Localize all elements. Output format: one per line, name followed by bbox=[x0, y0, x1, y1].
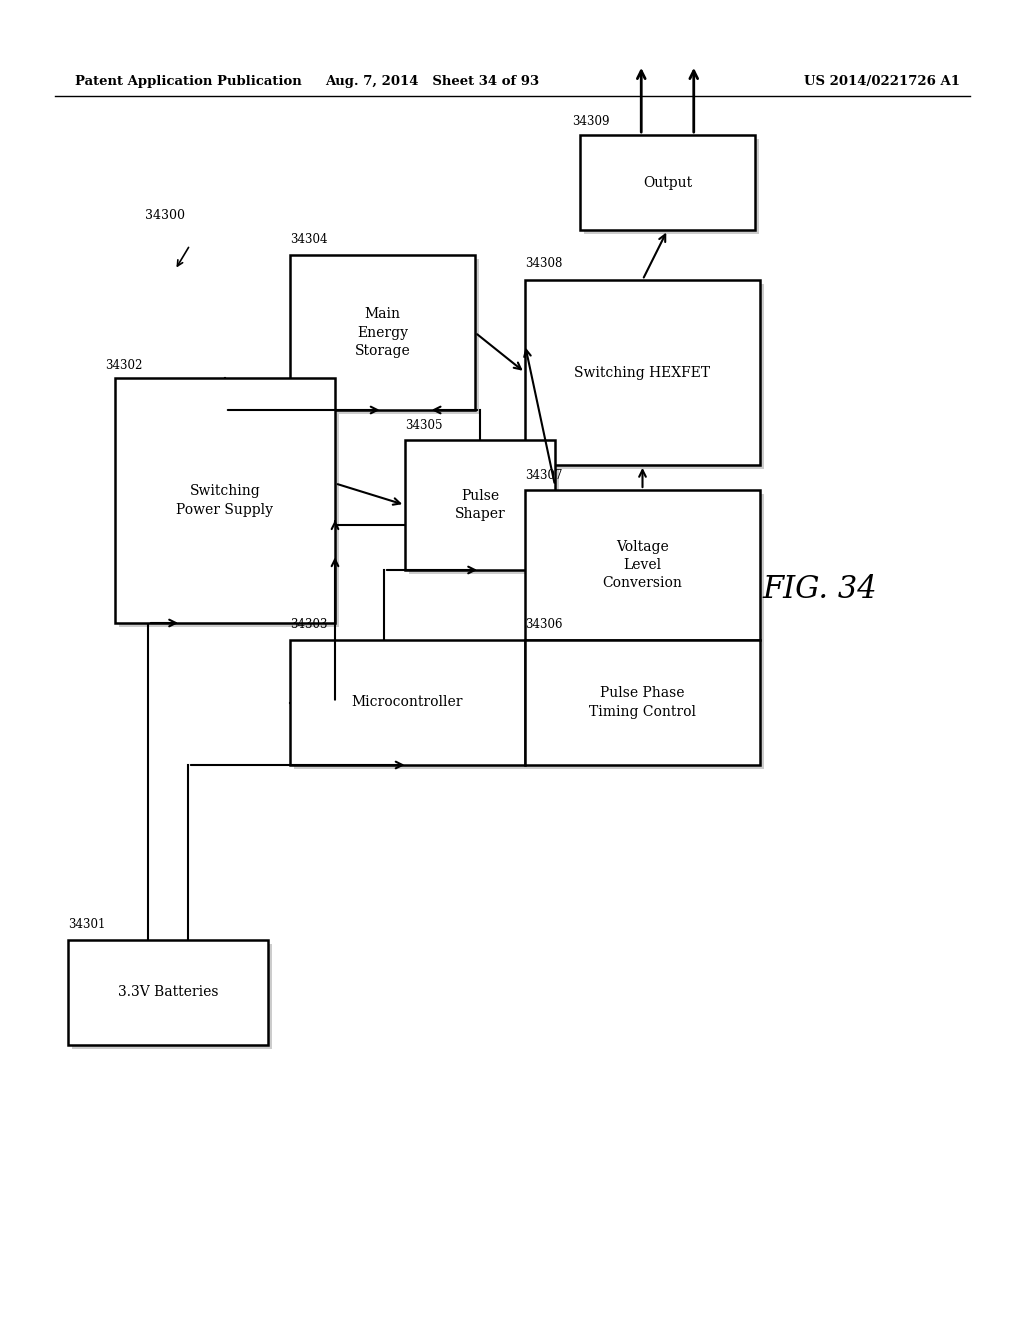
Text: Aug. 7, 2014   Sheet 34 of 93: Aug. 7, 2014 Sheet 34 of 93 bbox=[325, 75, 539, 88]
Text: Voltage
Level
Conversion: Voltage Level Conversion bbox=[602, 540, 682, 590]
Text: Main
Energy
Storage: Main Energy Storage bbox=[354, 308, 411, 358]
Bar bbox=[409, 444, 559, 574]
Bar bbox=[584, 139, 759, 234]
Bar bbox=[529, 284, 764, 469]
Bar bbox=[525, 490, 760, 640]
Text: 34303: 34303 bbox=[290, 618, 328, 631]
Text: 34309: 34309 bbox=[572, 115, 609, 128]
Bar bbox=[525, 640, 760, 766]
Text: Pulse Phase
Timing Control: Pulse Phase Timing Control bbox=[589, 686, 696, 718]
Bar bbox=[529, 644, 764, 770]
Text: Switching HEXFET: Switching HEXFET bbox=[574, 366, 711, 380]
Bar bbox=[294, 259, 479, 414]
Text: 34306: 34306 bbox=[525, 618, 562, 631]
Bar bbox=[68, 940, 268, 1045]
Bar bbox=[580, 135, 755, 230]
Text: 34300: 34300 bbox=[145, 209, 185, 222]
Text: Switching
Power Supply: Switching Power Supply bbox=[176, 484, 273, 516]
Text: 34302: 34302 bbox=[105, 359, 142, 372]
Text: 34301: 34301 bbox=[68, 917, 105, 931]
Text: FIG. 34: FIG. 34 bbox=[763, 574, 878, 606]
Bar bbox=[119, 381, 339, 627]
Bar bbox=[290, 255, 475, 411]
Text: 34304: 34304 bbox=[290, 234, 328, 246]
Bar bbox=[290, 640, 525, 766]
Text: Patent Application Publication: Patent Application Publication bbox=[75, 75, 302, 88]
Text: Output: Output bbox=[643, 176, 692, 190]
Text: 34305: 34305 bbox=[406, 418, 442, 432]
Bar bbox=[294, 644, 529, 770]
Text: Pulse
Shaper: Pulse Shaper bbox=[455, 488, 506, 521]
Text: 3.3V Batteries: 3.3V Batteries bbox=[118, 986, 218, 999]
Text: 34308: 34308 bbox=[525, 257, 562, 271]
Bar bbox=[529, 494, 764, 644]
Text: 34307: 34307 bbox=[525, 469, 562, 482]
Text: US 2014/0221726 A1: US 2014/0221726 A1 bbox=[804, 75, 961, 88]
Bar bbox=[525, 280, 760, 465]
Bar bbox=[115, 378, 335, 623]
Bar bbox=[406, 440, 555, 570]
Bar bbox=[72, 944, 272, 1049]
Text: Microcontroller: Microcontroller bbox=[352, 696, 463, 710]
